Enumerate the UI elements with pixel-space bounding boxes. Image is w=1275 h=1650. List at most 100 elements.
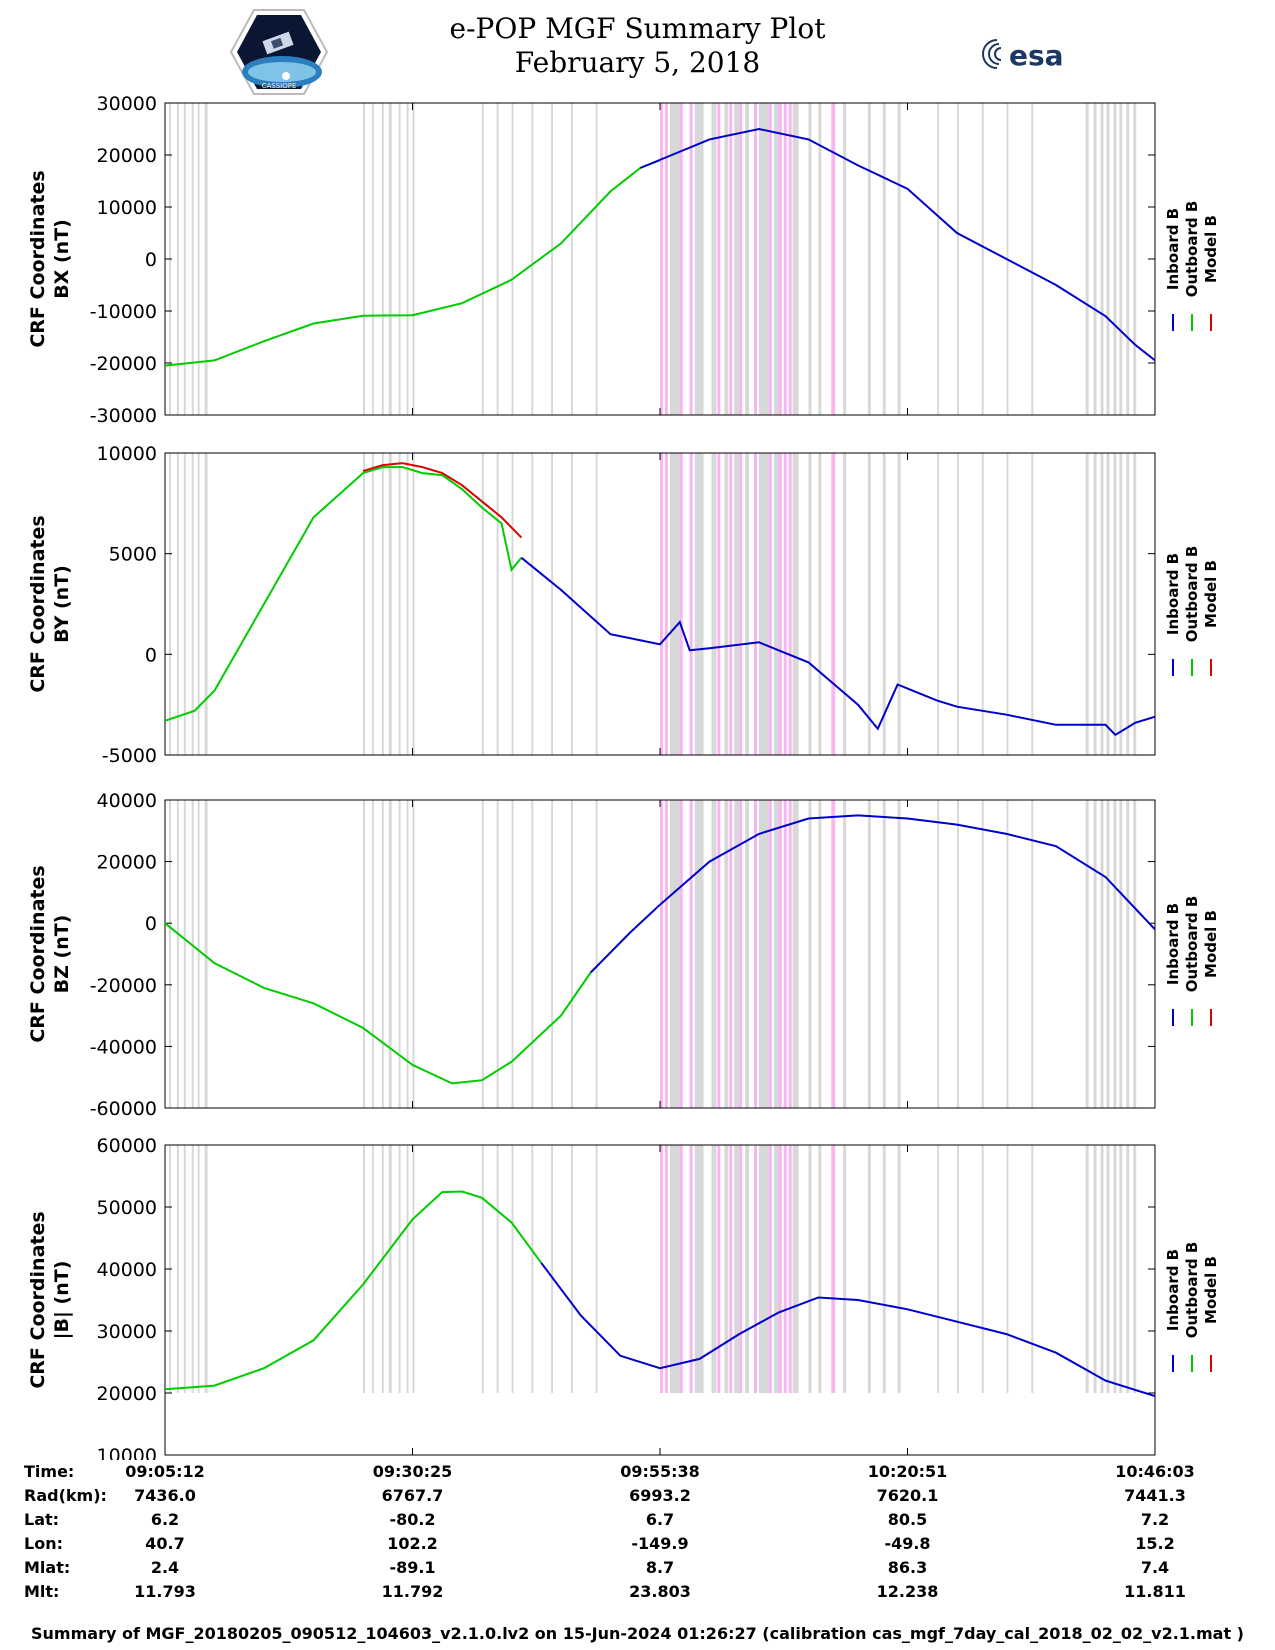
info-cell: 2.4 — [150, 1558, 180, 1577]
y-tick-label: 10000 — [97, 197, 157, 219]
y-axis-label-line: BX (nT) — [51, 219, 73, 299]
gap-band — [176, 1145, 179, 1393]
legend-label: Model B — [1202, 215, 1220, 283]
gap-band — [381, 453, 384, 755]
gap-band — [570, 453, 573, 755]
y-axis-label-line: CRF Coordinates — [27, 170, 49, 347]
gap-band — [792, 103, 799, 415]
gap-band — [406, 103, 409, 415]
gap-band — [867, 453, 871, 755]
gap-band — [176, 103, 179, 415]
gap-band — [867, 800, 871, 1108]
plot-area: 30000 20000 10000 0 -10000 -20000 -30000 CRF Co… — [27, 93, 1220, 1460]
gap-band — [1133, 453, 1137, 755]
y-axis-label-line: BZ (nT) — [51, 915, 73, 994]
gap-band — [197, 800, 200, 1108]
gap-band-pink — [783, 103, 787, 415]
info-row-label: Lat: — [24, 1510, 60, 1529]
y-tick-label: 20000 — [97, 1383, 157, 1405]
gap-band — [388, 103, 392, 415]
legend-label: Inboard B — [1164, 208, 1182, 290]
gap-band — [570, 800, 573, 1108]
y-tick-label: 40000 — [97, 1259, 157, 1281]
gap-band — [168, 453, 171, 755]
orbit-info-table: Time: 09:05:12 09:30:25 09:55:38 10:20:51 10:… — [0, 1462, 1275, 1642]
y-tick-label: -60000 — [90, 1098, 157, 1120]
gap-band-pink — [739, 800, 743, 1108]
series-outboard-b — [164, 1190, 543, 1391]
plot-date: February 5, 2018 — [514, 46, 761, 79]
gap-band — [595, 1145, 598, 1393]
gap-band — [745, 1145, 750, 1393]
gap-band — [818, 453, 822, 755]
gap-band — [1133, 103, 1137, 415]
gap-band-pink — [754, 103, 758, 415]
gap-band — [1006, 1145, 1009, 1393]
gap-band — [1085, 103, 1089, 415]
legend-label: Inboard B — [1164, 1249, 1182, 1331]
gap-band — [669, 1145, 682, 1393]
gap-band — [843, 1145, 847, 1393]
gap-band — [1093, 800, 1097, 1108]
gap-band — [406, 1145, 409, 1393]
info-row-label: Rad(km): — [24, 1486, 107, 1505]
gap-band-pink — [778, 103, 782, 415]
y-axis-label-line: CRF Coordinates — [27, 515, 49, 692]
gap-band-pink — [660, 103, 663, 415]
gap-band — [197, 1145, 200, 1393]
gap-band — [204, 453, 208, 755]
gap-band — [398, 103, 401, 415]
gap-band — [669, 103, 682, 415]
gap-band — [897, 103, 901, 415]
gap-band — [183, 1145, 186, 1393]
cassiope-logo-text: CASSIOPE — [262, 82, 297, 90]
gap-band — [734, 453, 740, 755]
gap-band — [1113, 103, 1117, 415]
gap-band — [176, 800, 179, 1108]
gap-band — [937, 103, 940, 415]
gap-band-pink — [768, 453, 772, 755]
gap-band-pink — [689, 1145, 693, 1393]
gap-band — [724, 800, 729, 1108]
gap-band-pink — [739, 103, 743, 415]
gap-band — [808, 800, 812, 1108]
y-axis-label-line: CRF Coordinates — [27, 1211, 49, 1388]
info-cell: 6.7 — [645, 1510, 675, 1529]
gap-band — [412, 453, 415, 755]
gap-band — [496, 800, 499, 1108]
gap-band — [773, 1145, 781, 1393]
gap-band — [371, 103, 374, 415]
gap-band-pink — [788, 103, 792, 415]
gap-band-pink — [660, 1145, 663, 1393]
gap-band — [957, 453, 959, 755]
gap-band — [745, 453, 750, 755]
gap-band — [759, 103, 769, 415]
gap-band — [1133, 1145, 1137, 1393]
gap-band-pink — [717, 453, 721, 755]
series-inboard-b — [540, 1262, 1156, 1398]
info-cell: 7436.0 — [134, 1486, 196, 1505]
y-tick-label: 20000 — [97, 852, 157, 874]
gap-band-pink — [788, 800, 792, 1108]
gap-band-pink — [679, 800, 683, 1108]
info-cell: 11.811 — [1124, 1582, 1186, 1601]
gap-band — [481, 103, 484, 415]
plot-title: e-POP MGF Summary Plot — [449, 12, 826, 45]
gap-band — [1085, 453, 1089, 755]
gap-band — [897, 800, 901, 1108]
legend-label: Model B — [1202, 1256, 1220, 1324]
gap-band — [792, 453, 799, 755]
gap-band — [595, 103, 598, 415]
gap-band — [734, 800, 740, 1108]
gap-band — [1133, 800, 1137, 1108]
y-axis-label: CRF Coordinates |B| (nT) — [27, 1211, 73, 1388]
gap-band — [734, 1145, 740, 1393]
gap-band — [937, 1145, 940, 1393]
y-tick-label: 10000 — [97, 443, 157, 465]
gap-band — [897, 453, 901, 755]
gap-band — [412, 1145, 415, 1393]
gap-band-pink — [689, 800, 693, 1108]
gap-band — [818, 103, 822, 415]
gap-band — [792, 800, 799, 1108]
gap-band — [694, 1145, 704, 1393]
